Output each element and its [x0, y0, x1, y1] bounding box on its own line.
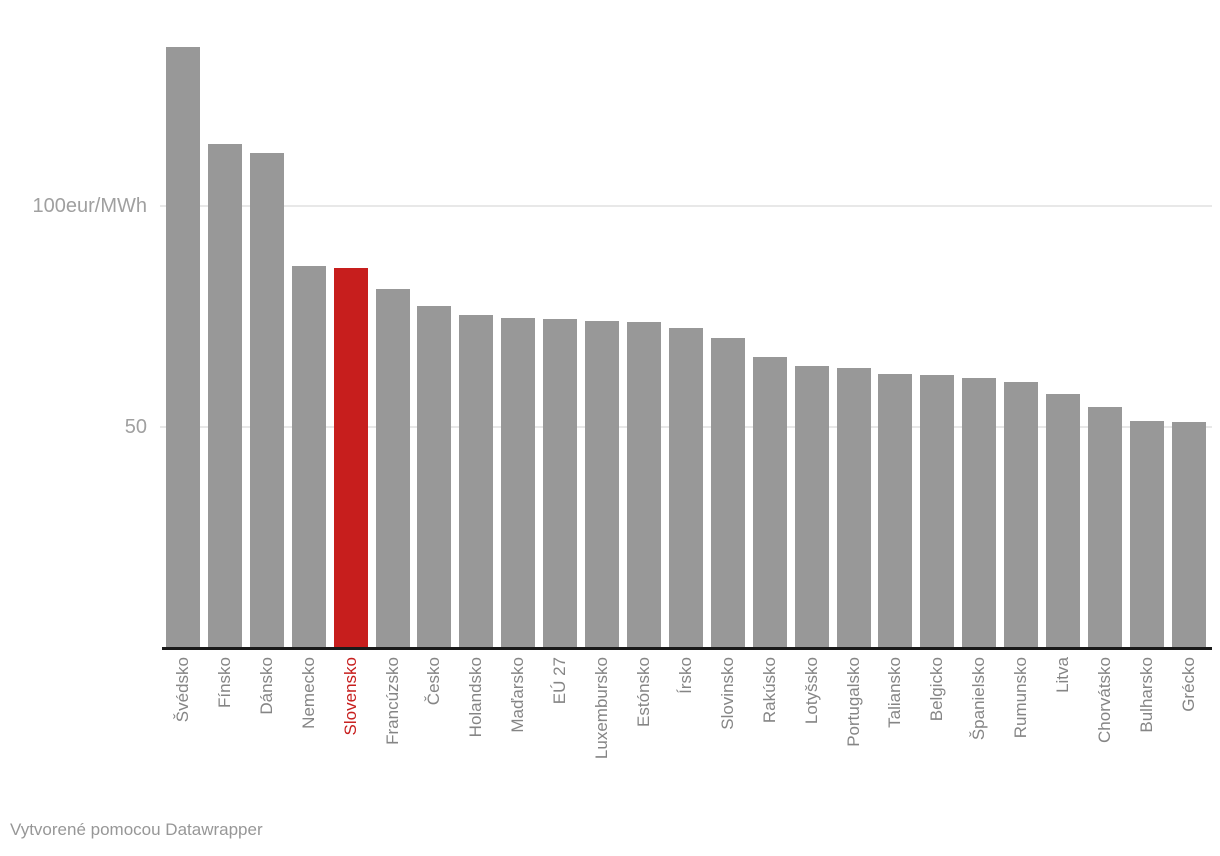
x-axis-label-slot: Taliansko	[878, 657, 912, 802]
x-axis-label-belgicko: Belgicko	[927, 657, 947, 722]
x-axis-label-grécko: Grécko	[1178, 657, 1198, 712]
x-axis-label-slot: Nemecko	[292, 657, 326, 802]
x-axis-label-portugalsko: Portugalsko	[843, 657, 863, 747]
x-axis-label-španielsko: Španielsko	[969, 657, 989, 741]
x-axis-label-slot: Bulharsko	[1130, 657, 1164, 802]
x-axis-label-švédsko: Švédsko	[173, 657, 192, 723]
x-axis-label-slot: Lotyšsko	[795, 657, 829, 802]
x-axis-label-slot: Holandsko	[459, 657, 493, 802]
x-axis-label-lotyšsko: Lotyšsko	[801, 657, 821, 725]
x-axis-label-slot: Česko	[417, 657, 451, 802]
bar-litva[interactable]	[1046, 394, 1081, 648]
bar-rumunsko[interactable]	[1004, 381, 1039, 648]
x-axis-label-slot: Rumunsko	[1004, 657, 1038, 802]
bar-lotyšsko[interactable]	[794, 366, 829, 648]
bar-dánsko[interactable]	[249, 153, 284, 648]
x-axis-label-chorvátsko: Chorvátsko	[1094, 657, 1114, 743]
x-axis-labels: Švédsko Fínsko Dánsko Nemecko Slovensko Franc…	[166, 657, 1206, 802]
x-axis-label-francúzsko: Francúzsko	[382, 657, 402, 745]
x-axis-label-slot: Litva	[1046, 657, 1080, 802]
datawrapper-attribution-link[interactable]: Vytvorené pomocou Datawrapper	[10, 820, 263, 839]
bar-maďarsko[interactable]	[501, 317, 536, 648]
x-axis-label-fínsko: Fínsko	[214, 657, 234, 709]
bar-eú-27[interactable]	[543, 319, 578, 648]
x-axis-label-slot: Estónsko	[627, 657, 661, 802]
bar-slovensko[interactable]	[333, 267, 368, 648]
bar-holandsko[interactable]	[459, 315, 494, 648]
bar-estónsko[interactable]	[626, 322, 661, 648]
x-axis-label-taliansko: Taliansko	[885, 657, 905, 728]
y-axis-tick-label-100: 100eur/MWh	[32, 195, 148, 217]
x-axis-label-írsko: Írsko	[675, 657, 695, 694]
x-axis-label-slot: Slovinsko	[711, 657, 745, 802]
bar-fínsko[interactable]	[207, 144, 242, 648]
x-axis-label-slot: Írsko	[669, 657, 703, 802]
bar-rakúsko[interactable]	[752, 356, 787, 648]
bar-česko[interactable]	[417, 305, 452, 648]
x-axis-label-slovinsko: Slovinsko	[717, 657, 737, 730]
y-axis-tick-label-50: 50	[124, 416, 147, 438]
x-axis-label-rakúsko: Rakúsko	[759, 657, 779, 724]
x-axis-label-rumunsko: Rumunsko	[1011, 657, 1031, 739]
x-axis-label-slovensko: Slovensko	[340, 657, 360, 736]
x-axis-label-luxembursko: Luxembursko	[592, 657, 612, 760]
x-axis-label-holandsko: Holandsko	[466, 657, 486, 738]
x-axis-label-litva: Litva	[1053, 657, 1073, 693]
x-axis-label-eú-27: EÚ 27	[550, 657, 570, 705]
x-axis-label-slot: Maďarsko	[501, 657, 535, 802]
x-axis-label-slot: Portugalsko	[837, 657, 871, 802]
gridline-100	[160, 205, 1212, 207]
bars-group	[166, 44, 1206, 648]
bar-francúzsko[interactable]	[375, 289, 410, 648]
bar-švédsko[interactable]	[166, 46, 200, 648]
bar-írsko[interactable]	[668, 328, 703, 648]
x-axis-label-slot: Dánsko	[250, 657, 284, 802]
bar-luxembursko[interactable]	[585, 320, 620, 648]
x-axis-label-slot: Chorvátsko	[1088, 657, 1122, 802]
x-axis-label-slot: Rakúsko	[753, 657, 787, 802]
x-axis-label-dánsko: Dánsko	[256, 657, 276, 715]
x-axis-label-nemecko: Nemecko	[298, 657, 318, 729]
bar-bulharsko[interactable]	[1129, 421, 1164, 648]
x-axis-label-slot: Francúzsko	[376, 657, 410, 802]
x-axis-line	[162, 647, 1212, 650]
plot-area	[160, 44, 1212, 650]
x-axis-label-česko: Česko	[424, 657, 444, 706]
bar-chorvátsko[interactable]	[1087, 407, 1122, 648]
x-axis-label-slot: Slovensko	[334, 657, 368, 802]
x-axis-label-maďarsko: Maďarsko	[508, 657, 528, 733]
bar-grécko[interactable]	[1171, 422, 1206, 648]
x-axis-label-bulharsko: Bulharsko	[1136, 657, 1156, 733]
x-axis-label-slot: Grécko	[1172, 657, 1206, 802]
x-axis-label-slot: Fínsko	[208, 657, 242, 802]
x-axis-label-slot: Švédsko	[166, 657, 200, 802]
bar-belgicko[interactable]	[920, 375, 955, 648]
x-axis-label-slot: Luxembursko	[585, 657, 619, 802]
bar-taliansko[interactable]	[878, 374, 913, 648]
bar-portugalsko[interactable]	[836, 368, 871, 648]
x-axis-label-slot: Španielsko	[962, 657, 996, 802]
bar-slovinsko[interactable]	[710, 338, 745, 648]
x-axis-label-slot: EÚ 27	[543, 657, 577, 802]
x-axis-label-slot: Belgicko	[920, 657, 954, 802]
x-axis-label-estónsko: Estónsko	[633, 657, 653, 727]
bar-španielsko[interactable]	[962, 378, 997, 648]
bar-nemecko[interactable]	[291, 265, 326, 648]
